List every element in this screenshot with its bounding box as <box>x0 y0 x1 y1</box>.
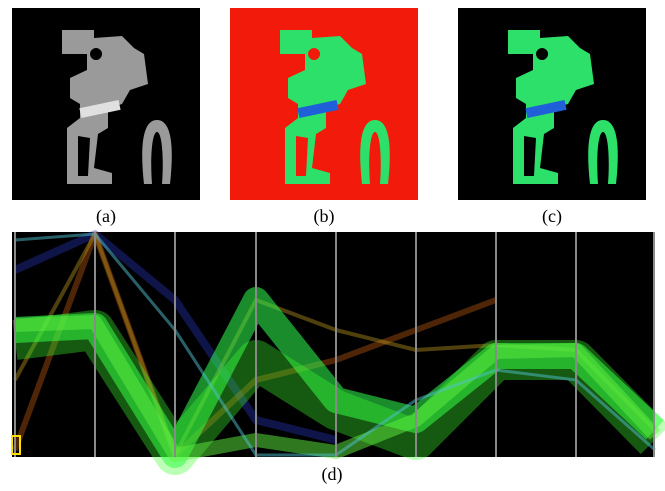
selection-brush <box>11 435 21 455</box>
image-b <box>230 8 418 200</box>
image-a <box>12 8 200 200</box>
panel-label: (b) <box>314 206 335 227</box>
axes <box>14 232 655 457</box>
panel-label: (a) <box>96 206 116 227</box>
panel-label: (c) <box>542 206 562 227</box>
ct-bar <box>297 99 339 119</box>
image-c <box>458 8 646 200</box>
ct-bar <box>79 99 121 119</box>
ct-bar <box>525 99 567 119</box>
panel-label: (d) <box>322 464 343 485</box>
parallel-coordinates <box>11 230 665 475</box>
